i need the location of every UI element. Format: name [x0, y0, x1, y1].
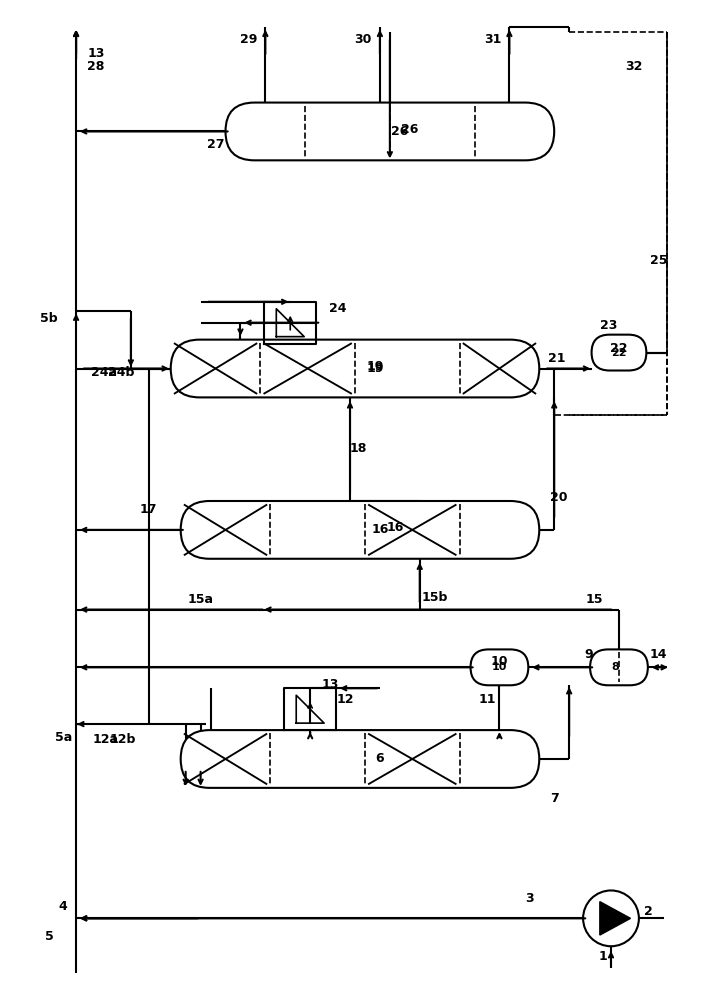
Text: 29: 29 [240, 33, 257, 46]
Text: 3: 3 [525, 892, 534, 905]
Text: 10: 10 [491, 655, 508, 668]
Text: 2: 2 [644, 905, 653, 918]
Text: 26: 26 [391, 125, 408, 138]
FancyBboxPatch shape [471, 649, 528, 685]
Polygon shape [600, 902, 630, 935]
Text: 30: 30 [354, 33, 372, 46]
Text: 9: 9 [585, 648, 593, 661]
FancyBboxPatch shape [225, 103, 554, 160]
Text: 13: 13 [321, 678, 339, 691]
Text: 15b: 15b [421, 591, 448, 604]
Text: 10: 10 [492, 662, 507, 672]
Text: 12b: 12b [110, 733, 136, 746]
Text: 11: 11 [479, 693, 496, 706]
Text: 22: 22 [610, 342, 627, 355]
Text: 27: 27 [207, 138, 224, 151]
Text: 17: 17 [140, 503, 157, 516]
Text: 24: 24 [329, 302, 347, 315]
Text: 32: 32 [625, 60, 642, 73]
FancyBboxPatch shape [590, 649, 648, 685]
Text: 26: 26 [401, 123, 418, 136]
Text: 12a: 12a [93, 733, 119, 746]
Text: 4: 4 [59, 900, 67, 913]
Text: 23: 23 [601, 319, 618, 332]
FancyBboxPatch shape [171, 340, 540, 397]
Text: 22: 22 [611, 348, 627, 358]
Text: 15a: 15a [188, 593, 213, 606]
Text: 5: 5 [45, 930, 54, 943]
Text: 28: 28 [87, 60, 105, 73]
Text: 19: 19 [367, 362, 384, 375]
Text: 15: 15 [586, 593, 603, 606]
Text: 18: 18 [350, 442, 367, 455]
Text: 20: 20 [550, 491, 568, 504]
Text: 7: 7 [550, 792, 559, 805]
FancyBboxPatch shape [591, 335, 647, 371]
Text: 25: 25 [650, 254, 668, 267]
Text: 14: 14 [650, 648, 668, 661]
Text: 31: 31 [484, 33, 501, 46]
Text: 16: 16 [386, 521, 403, 534]
Text: 8: 8 [611, 662, 619, 672]
Text: 1: 1 [598, 950, 608, 963]
Text: 5b: 5b [40, 312, 58, 325]
Text: 12: 12 [336, 693, 354, 706]
Text: 13: 13 [87, 47, 105, 60]
Text: 21: 21 [549, 352, 566, 365]
Text: 5a: 5a [55, 731, 72, 744]
Text: 24b: 24b [108, 366, 134, 379]
FancyBboxPatch shape [181, 730, 540, 788]
FancyBboxPatch shape [181, 501, 540, 559]
Text: 16: 16 [372, 523, 389, 536]
Text: 24a: 24a [91, 366, 117, 379]
Text: 6: 6 [376, 752, 384, 765]
Text: 19: 19 [367, 360, 384, 373]
